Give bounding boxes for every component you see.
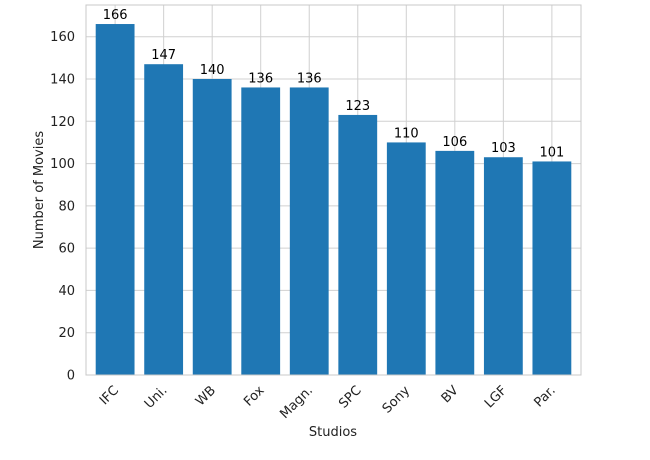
bar-magn — [289, 87, 329, 375]
x-tick-label: LGF — [482, 383, 510, 411]
x-tick-label: Sony — [380, 383, 414, 417]
data-label: 166 — [103, 8, 128, 23]
x-axis-ticks: IFC Uni. WB Fox Magn. SPC Sony BV LGF Par. — [97, 383, 559, 422]
data-label: 147 — [151, 48, 176, 63]
y-tick-label: 100 — [50, 157, 75, 172]
bar-spc — [338, 114, 378, 375]
x-axis-label: Studios — [309, 425, 357, 440]
data-label: 136 — [297, 71, 322, 86]
y-tick-label: 60 — [58, 242, 75, 257]
x-tick-label: BV — [439, 383, 462, 406]
bar-wb — [192, 79, 232, 375]
plot-frame — [85, 4, 582, 376]
x-tick-label: Par. — [531, 383, 558, 410]
y-tick-label: 140 — [50, 73, 75, 88]
x-tick-label: SPC — [336, 383, 364, 411]
bar-sony — [386, 142, 426, 375]
data-label: 140 — [200, 63, 225, 78]
bar-lgf — [483, 157, 523, 375]
y-axis-label: Number of Movies — [32, 131, 47, 249]
y-axis-ticks: 0 20 40 60 80 100 120 140 160 — [50, 30, 75, 383]
data-label: 103 — [491, 141, 516, 156]
data-label: 106 — [442, 135, 467, 150]
data-label: 101 — [539, 145, 564, 160]
y-tick-label: 20 — [58, 326, 75, 341]
data-label: 110 — [394, 126, 419, 141]
bar-par — [532, 161, 572, 375]
y-tick-label: 80 — [58, 199, 75, 214]
x-tick-label: Uni. — [142, 383, 171, 412]
y-tick-label: 160 — [50, 30, 75, 45]
bar-fox — [241, 87, 281, 375]
bar-ifc — [95, 24, 135, 376]
y-tick-label: 40 — [58, 284, 75, 299]
y-tick-label: 120 — [50, 115, 75, 130]
bar-uni — [144, 64, 184, 375]
data-label: 123 — [345, 99, 370, 114]
bars — [95, 24, 572, 376]
x-tick-label: Magn. — [277, 383, 316, 422]
x-tick-label: WB — [193, 383, 219, 409]
data-label: 136 — [248, 71, 273, 86]
y-tick-label: 0 — [67, 369, 75, 384]
bar-bv — [435, 150, 475, 375]
data-labels: 166 147 140 136 136 123 110 106 103 101 — [103, 8, 565, 160]
x-tick-label: Fox — [241, 383, 268, 410]
x-tick-label: IFC — [97, 383, 122, 408]
